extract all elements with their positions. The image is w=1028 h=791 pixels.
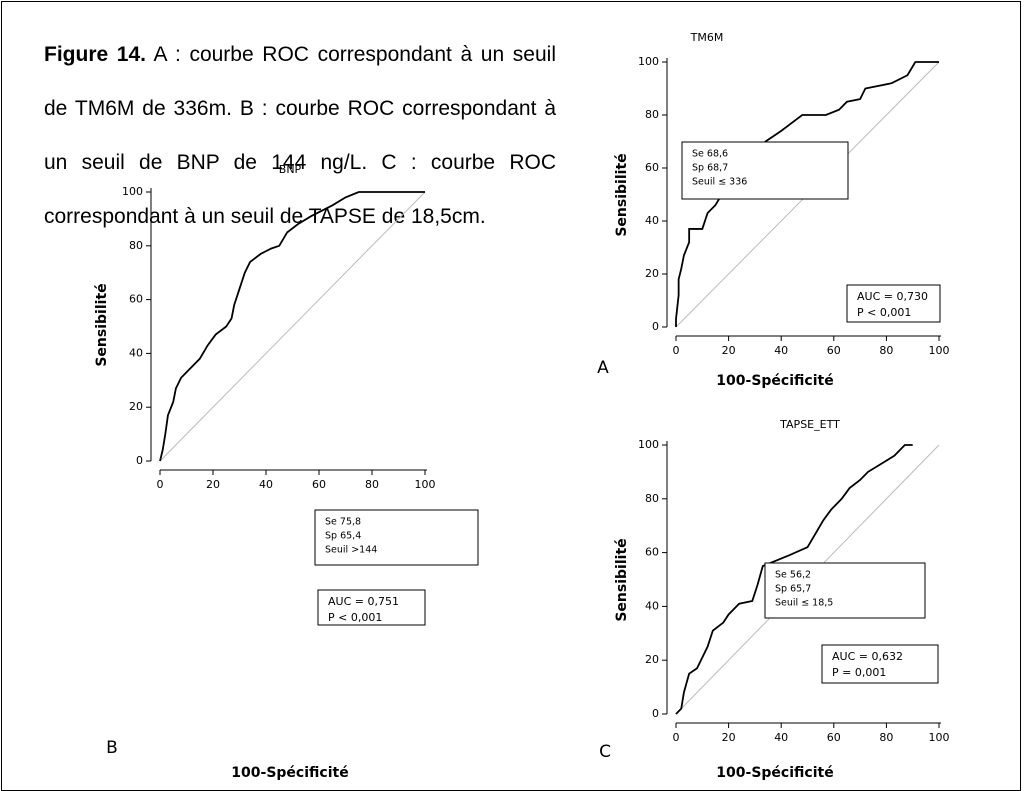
y-tick-label: 20 [645,267,659,280]
auc-text: AUC = 0,632 [832,650,903,663]
x-axis-label: 100-Spécificité [716,765,833,781]
annotation-text: Sp 65,7 [775,584,811,595]
auc-text: P < 0,001 [857,306,911,319]
x-tick-label: 40 [259,478,273,491]
y-tick-label: 80 [129,239,143,252]
chart-title: TAPSE_ETT [779,418,840,431]
x-tick-label: 100 [929,344,950,357]
caption: Figure 14. A : courbe ROC correspondant … [44,28,556,244]
x-axis-label: 100-Spécificité [716,373,833,389]
x-axis-label: 100-Spécificité [231,765,348,781]
y-tick-label: 20 [645,653,659,666]
reference-diagonal [159,191,426,462]
y-tick-label: 20 [129,400,143,413]
panel-label: A [597,358,609,378]
x-tick-label: 100 [415,478,436,491]
x-tick-label: 60 [827,344,841,357]
chart-title: BNP [279,163,302,176]
x-tick-label: 100 [929,731,950,744]
x-tick-label: 60 [827,731,841,744]
y-tick-label: 100 [122,185,143,198]
y-tick-label: 60 [645,161,659,174]
y-tick-label: 100 [638,438,659,451]
y-tick-label: 0 [136,454,143,467]
x-tick-label: 80 [365,478,379,491]
y-tick-label: 40 [129,346,143,359]
auc-text: AUC = 0,730 [857,290,928,303]
x-tick-label: 0 [673,344,680,357]
annotation-text: Sp 68,7 [692,163,728,174]
x-tick-label: 80 [879,731,893,744]
auc-text: P < 0,001 [328,611,382,624]
auc-box [317,589,426,626]
annotation-text: Se 56,2 [775,570,811,581]
annotation-text: Se 68,6 [692,149,728,160]
annotation-text: Se 75,8 [325,517,361,528]
y-axis-label: Sensibilité [94,283,110,366]
x-tick-label: 20 [206,478,220,491]
y-tick-label: 40 [645,599,659,612]
y-axis-label: Sensibilité [614,153,630,236]
x-tick-label: 20 [722,344,736,357]
y-tick-label: 0 [652,320,659,333]
panel-label: C [599,742,611,762]
x-tick-label: 0 [673,731,680,744]
y-tick-label: 0 [652,707,659,720]
y-tick-label: 60 [645,546,659,559]
annotation-text: Seuil ≤ 18,5 [775,598,833,609]
x-tick-label: 60 [312,478,326,491]
roc-curve [159,191,425,462]
x-tick-label: 0 [157,478,164,491]
chart-title: TM6M [690,31,724,44]
y-tick-label: 80 [645,492,659,505]
auc-text: AUC = 0,751 [328,595,399,608]
y-tick-label: 80 [645,108,659,121]
y-tick-label: 60 [129,293,143,306]
auc-box [821,644,939,684]
annotation-text: Seuil >144 [325,545,377,556]
annotation-box [314,509,479,566]
annotation-text: Seuil ≤ 336 [692,177,747,188]
x-tick-label: 40 [774,344,788,357]
y-tick-label: 40 [645,214,659,227]
caption-text: A : courbe ROC correspondant à un seuil … [44,43,556,228]
y-tick-label: 100 [638,55,659,68]
x-tick-label: 20 [722,731,736,744]
auc-text: P = 0,001 [832,666,886,679]
panel-label: B [106,738,118,758]
annotation-text: Sp 65,4 [325,531,361,542]
x-tick-label: 80 [879,344,893,357]
annotation-box [681,141,849,200]
auc-box [846,284,941,323]
caption-label: Figure 14. [44,43,146,66]
annotation-box [764,562,926,619]
y-axis-label: Sensibilité [614,538,630,621]
x-tick-label: 40 [774,731,788,744]
